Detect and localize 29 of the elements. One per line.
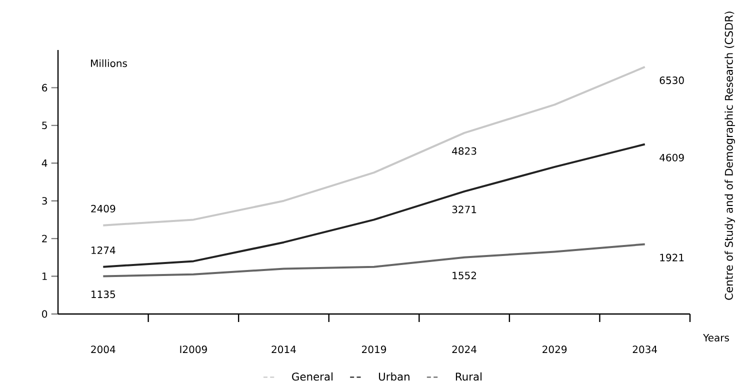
y-tick-label: 2 [42,234,47,242]
y-tick-label: 5 [42,122,47,130]
y-tick-label: 1 [42,272,47,280]
annotation: 1135 [92,290,115,298]
x-axis-title: Years [703,334,729,342]
annotation: 4823 [452,147,476,155]
x-tick-label: 2019 [362,346,386,354]
x-tick-label: 2024 [452,346,476,354]
legend-label: Urban [378,372,410,381]
y-tick-label: 6 [42,84,48,92]
x-tick-label: 2014 [272,346,296,354]
annotation: 1921 [660,254,684,262]
x-tick-label: 2004 [91,346,116,354]
text: Centre of Study and of Demographic Research (CSDR) [724,12,735,300]
annotation: 6530 [660,76,684,84]
x-tick-label: 2034 [632,346,657,354]
annotation: 3271 [452,206,476,214]
x-tick-label: 2029 [542,346,567,354]
x-tick-label: I2009 [180,346,207,354]
y-tick-label: 3 [42,197,47,205]
y-tick-label: 4 [42,160,48,167]
annotation: 1552 [452,272,476,280]
annotation: 2409 [91,204,116,212]
y-tick-label: 0 [42,310,48,318]
annotation: 4609 [660,154,684,162]
legend-label: Rural [456,372,482,381]
annotation: 1274 [92,246,116,254]
y-axis-title: Millions [91,59,127,68]
legend-label: General [292,372,332,381]
